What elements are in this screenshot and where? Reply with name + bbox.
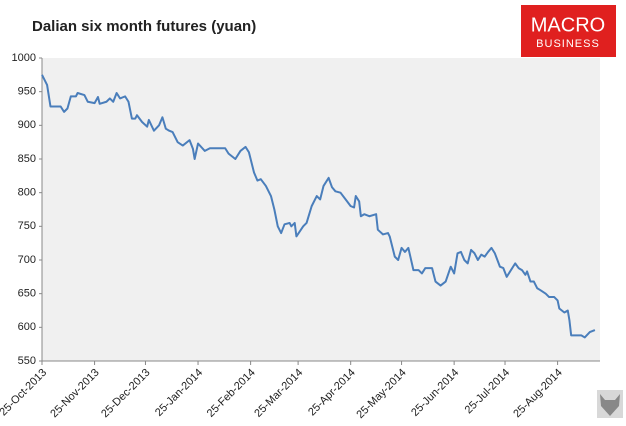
x-tick-label: 25-Feb-2014 bbox=[205, 367, 258, 420]
y-tick-label: 600 bbox=[18, 321, 36, 333]
x-tick-label: 25-May-2014 bbox=[354, 367, 408, 421]
x-tick-label: 25-Mar-2014 bbox=[252, 367, 305, 420]
plot-area bbox=[42, 58, 600, 361]
y-tick-label: 850 bbox=[18, 153, 36, 165]
data-line bbox=[41, 74, 596, 339]
x-tick-label: 25-Jun-2014 bbox=[409, 367, 461, 419]
y-tick-label: 950 bbox=[18, 86, 36, 98]
x-tick-label: 25-Jul-2014 bbox=[463, 367, 513, 417]
logo-text: MACRO bbox=[531, 14, 605, 36]
logo-text: BUSINESS bbox=[536, 38, 600, 50]
chart-title: Dalian six month futures (yuan) bbox=[32, 18, 256, 35]
y-tick-label: 1000 bbox=[12, 52, 36, 64]
y-tick-label: 550 bbox=[18, 355, 36, 367]
x-tick-label: 25-Jan-2014 bbox=[153, 367, 205, 419]
x-tick-label: 25-Aug-2014 bbox=[511, 367, 564, 420]
y-tick-label: 700 bbox=[18, 254, 36, 266]
y-tick-label: 800 bbox=[18, 187, 36, 199]
x-tick-label: 25-Apr-2014 bbox=[306, 367, 358, 419]
y-tick-label: 750 bbox=[18, 220, 36, 232]
x-tick-label: 25-Dec-2013 bbox=[99, 367, 152, 420]
y-tick-label: 900 bbox=[18, 119, 36, 131]
y-tick-label: 650 bbox=[18, 288, 36, 300]
wolf-icon bbox=[597, 390, 623, 418]
x-tick-label: 25-Oct-2013 bbox=[0, 367, 49, 419]
logo-box bbox=[521, 5, 616, 57]
x-tick-label: 25-Nov-2013 bbox=[48, 367, 101, 420]
